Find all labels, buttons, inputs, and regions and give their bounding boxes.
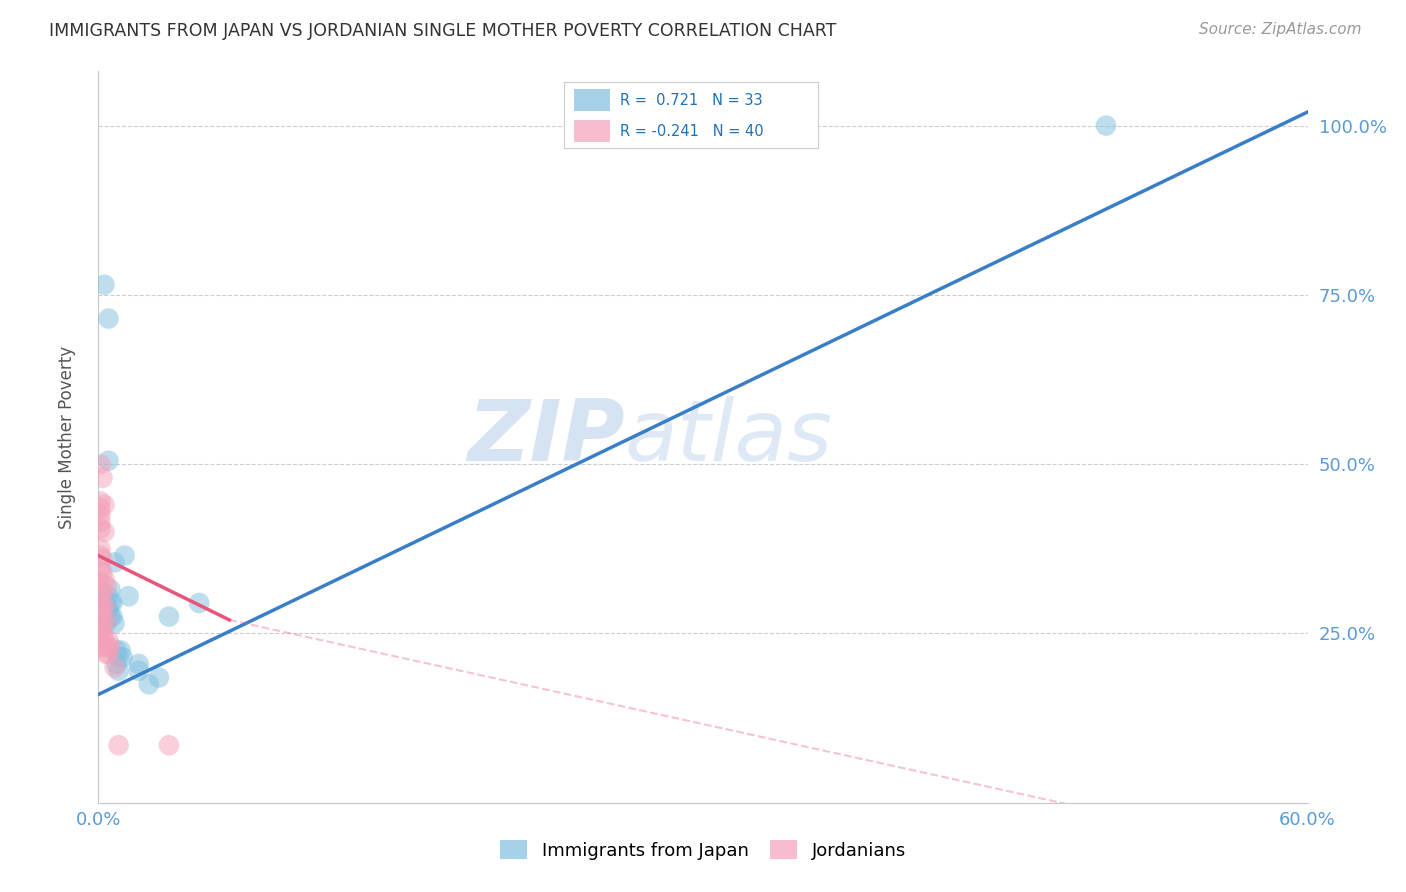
Point [100,640,122,654]
Point [118,589,141,603]
Point [96,647,118,661]
Point [105,643,128,657]
Point [93,498,115,512]
Point [91,471,114,485]
Point [89,521,111,535]
Point [89,603,111,617]
Point [89,609,111,624]
Point [96,579,118,593]
Point [97,589,120,603]
Point [157,609,180,624]
Point [96,640,118,654]
Point [157,738,180,752]
Point [93,640,115,654]
Point [93,524,115,539]
Point [96,613,118,627]
Point [100,582,122,597]
Point [89,515,111,529]
Point [101,596,124,610]
Point [89,596,111,610]
Point [91,589,114,603]
Point [89,494,111,508]
Point [89,457,111,471]
Point [93,599,115,614]
Point [89,508,111,522]
Text: ZIP: ZIP [467,395,624,479]
Text: Source: ZipAtlas.com: Source: ZipAtlas.com [1198,22,1361,37]
Point [101,609,124,624]
Text: IMMIGRANTS FROM JAPAN VS JORDANIAN SINGLE MOTHER POVERTY CORRELATION CHART: IMMIGRANTS FROM JAPAN VS JORDANIAN SINGL… [49,22,837,40]
Point [93,609,115,624]
Point [96,616,118,631]
Y-axis label: Single Mother Poverty: Single Mother Poverty [58,345,76,529]
Legend: Immigrants from Japan, Jordanians: Immigrants from Japan, Jordanians [494,833,912,867]
Point [91,566,114,580]
Point [105,657,128,671]
Point [114,549,136,563]
Point [91,599,114,614]
Point [1095,119,1118,133]
Point [97,454,120,468]
Point [89,575,111,590]
Point [89,586,111,600]
Point [111,650,134,665]
Point [93,572,115,586]
Point [91,620,114,634]
Point [97,647,120,661]
Point [97,633,120,648]
Point [89,623,111,637]
Point [138,677,160,691]
Point [93,596,115,610]
Point [107,738,129,752]
Point [96,603,118,617]
Point [103,660,125,674]
Point [107,664,129,678]
Point [91,586,114,600]
Point [103,616,125,631]
Point [93,277,115,292]
Point [148,671,170,685]
Point [89,501,111,516]
Point [100,609,122,624]
Point [91,552,114,566]
Point [89,549,111,563]
Point [110,643,132,657]
Point [97,311,120,326]
Point [107,650,129,665]
Point [91,613,114,627]
Point [103,555,125,569]
Point [89,562,111,576]
Point [93,633,115,648]
Point [97,603,120,617]
Point [89,616,111,631]
Point [100,596,122,610]
Point [128,657,150,671]
Text: atlas: atlas [624,395,832,479]
Point [128,664,150,678]
Point [188,596,211,610]
Point [89,596,111,610]
Point [89,541,111,556]
Point [91,626,114,640]
